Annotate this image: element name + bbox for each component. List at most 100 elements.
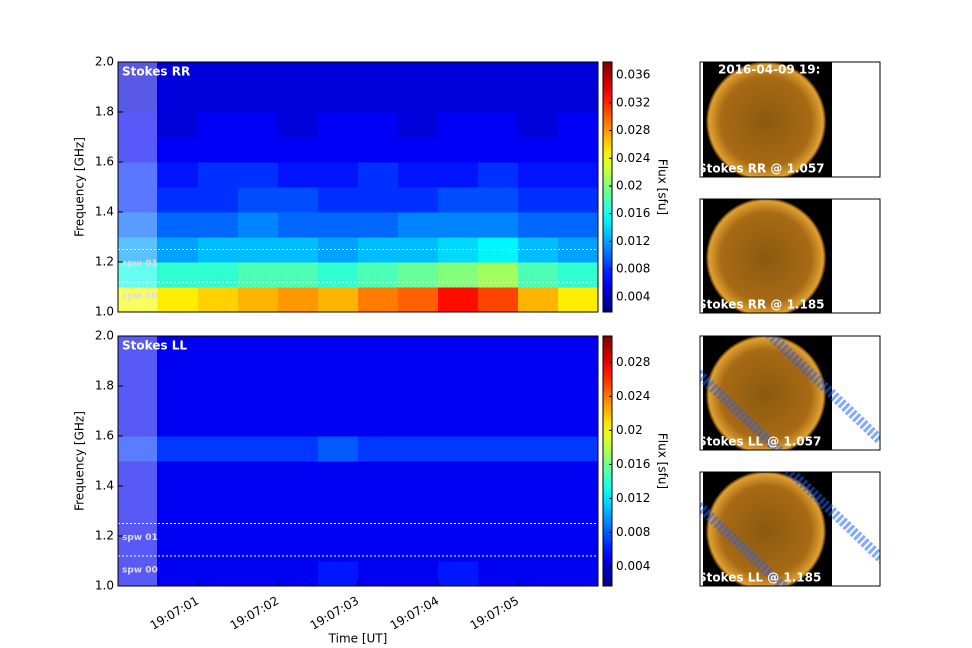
heatmap-cell — [438, 436, 479, 462]
colorbar-tick-label: 0.008 — [616, 525, 650, 539]
heatmap-cell — [238, 137, 279, 163]
heatmap-cell — [278, 386, 319, 412]
heatmap-cell — [558, 386, 599, 412]
heatmap-cell — [358, 336, 399, 362]
heatmap-cell — [118, 461, 159, 487]
heatmap-cell — [558, 187, 599, 213]
heatmap-cell — [478, 336, 519, 362]
heatmap-cell — [198, 162, 239, 188]
heatmap-cell — [238, 386, 279, 412]
heatmap-cell — [398, 461, 439, 487]
heatmap-cell — [398, 212, 439, 238]
heatmap-cell — [158, 536, 199, 562]
heatmap-cell — [118, 87, 159, 113]
heatmap-cell — [358, 486, 399, 512]
heatmap-cell — [198, 212, 239, 238]
colorbar-tick-label: 0.004 — [616, 559, 650, 573]
heatmap-cell — [278, 336, 319, 362]
heatmap-cell — [558, 262, 599, 288]
heatmap-cell — [358, 536, 399, 562]
sun-disk — [706, 62, 826, 177]
heatmap-cell — [118, 336, 159, 362]
heatmap-cell — [398, 561, 439, 587]
image-title: 2016-04-09 19: — [718, 63, 820, 77]
heatmap-cell — [238, 436, 279, 462]
heatmap-cell — [398, 436, 439, 462]
heatmap-cell — [358, 361, 399, 387]
heatmap-cell — [398, 386, 439, 412]
heatmap-cell — [518, 262, 559, 288]
image-frame — [699, 198, 881, 314]
heatmap-cell — [318, 561, 359, 587]
heatmap-cell — [158, 336, 199, 362]
colorbar-tick-label: 0.036 — [616, 68, 650, 82]
heatmap-cell — [478, 62, 519, 88]
colorbar-tick-label: 0.016 — [616, 206, 650, 220]
heatmap-cell — [198, 386, 239, 412]
solar-image: 2016-04-09 19: Stokes RR @ 1.057 — [700, 62, 880, 177]
y-tick-label: 1.4 — [95, 205, 114, 219]
heatmap-cell — [198, 436, 239, 462]
heatmap-cell — [438, 87, 479, 113]
y-tick-label: 1.8 — [95, 105, 114, 119]
heatmap-cell — [478, 187, 519, 213]
heatmap-cell — [238, 361, 279, 387]
heatmap-cell — [478, 212, 519, 238]
heatmap-cell — [358, 87, 399, 113]
heatmap-cell — [438, 361, 479, 387]
heatmap-cell — [398, 187, 439, 213]
heatmap-cell — [558, 162, 599, 188]
heatmap-cell — [558, 411, 599, 437]
colorbar-label: Flux [sfu] — [656, 159, 670, 215]
heatmap-cell — [398, 287, 439, 313]
heatmap-cell — [358, 411, 399, 437]
heatmap-cell — [238, 536, 279, 562]
sun-disk — [706, 472, 826, 586]
heatmap-cell — [558, 561, 599, 587]
heatmap-cell — [318, 411, 359, 437]
heatmap-cell — [518, 386, 559, 412]
heatmap-cell — [438, 112, 479, 138]
heatmap-cell — [318, 62, 359, 88]
heatmap-cell — [318, 262, 359, 288]
colorbar-tick-label: 0.032 — [616, 95, 650, 109]
heatmap-cell — [438, 212, 479, 238]
contour — [764, 336, 880, 444]
heatmap-cell — [158, 262, 199, 288]
heatmap-cell — [118, 262, 159, 288]
y-axis-label: Frequency [GHz] — [73, 137, 87, 237]
heatmap-cell — [118, 386, 159, 412]
solar-image: Stokes LL @ 1.057 — [700, 336, 880, 450]
heatmap-cell — [398, 336, 439, 362]
heatmap-cell — [558, 486, 599, 512]
selection — [118, 336, 157, 586]
heatmap-cell — [558, 87, 599, 113]
heatmap-cell — [518, 561, 559, 587]
heatmap-cell — [238, 162, 279, 188]
heatmap-cell — [358, 436, 399, 462]
heatmap-cell — [238, 461, 279, 487]
heatmap-cell — [438, 262, 479, 288]
colorbar-tick-label: 0.004 — [616, 289, 650, 303]
heatmap-cell — [518, 212, 559, 238]
heatmap-cell — [238, 561, 279, 587]
heatmap-cell — [238, 411, 279, 437]
heatmap-cell — [118, 62, 159, 88]
heatmap-cell — [478, 87, 519, 113]
heatmap-cell — [478, 361, 519, 387]
heatmap-cell — [278, 486, 319, 512]
heatmap-cell — [238, 62, 279, 88]
heatmap-cell — [558, 436, 599, 462]
panel-label: Stokes RR — [122, 65, 190, 79]
heatmap-cell — [118, 162, 159, 188]
heatmap-cell — [318, 461, 359, 487]
colorbar-tick-label: 0.028 — [616, 355, 650, 369]
heatmap-cell — [518, 336, 559, 362]
heatmap-cell — [438, 62, 479, 88]
heatmap-cell — [438, 486, 479, 512]
heatmap-cell — [198, 486, 239, 512]
heatmap-cell — [438, 561, 479, 587]
heatmap-cell — [158, 87, 199, 113]
y-axis-label: Frequency [GHz] — [73, 411, 87, 511]
